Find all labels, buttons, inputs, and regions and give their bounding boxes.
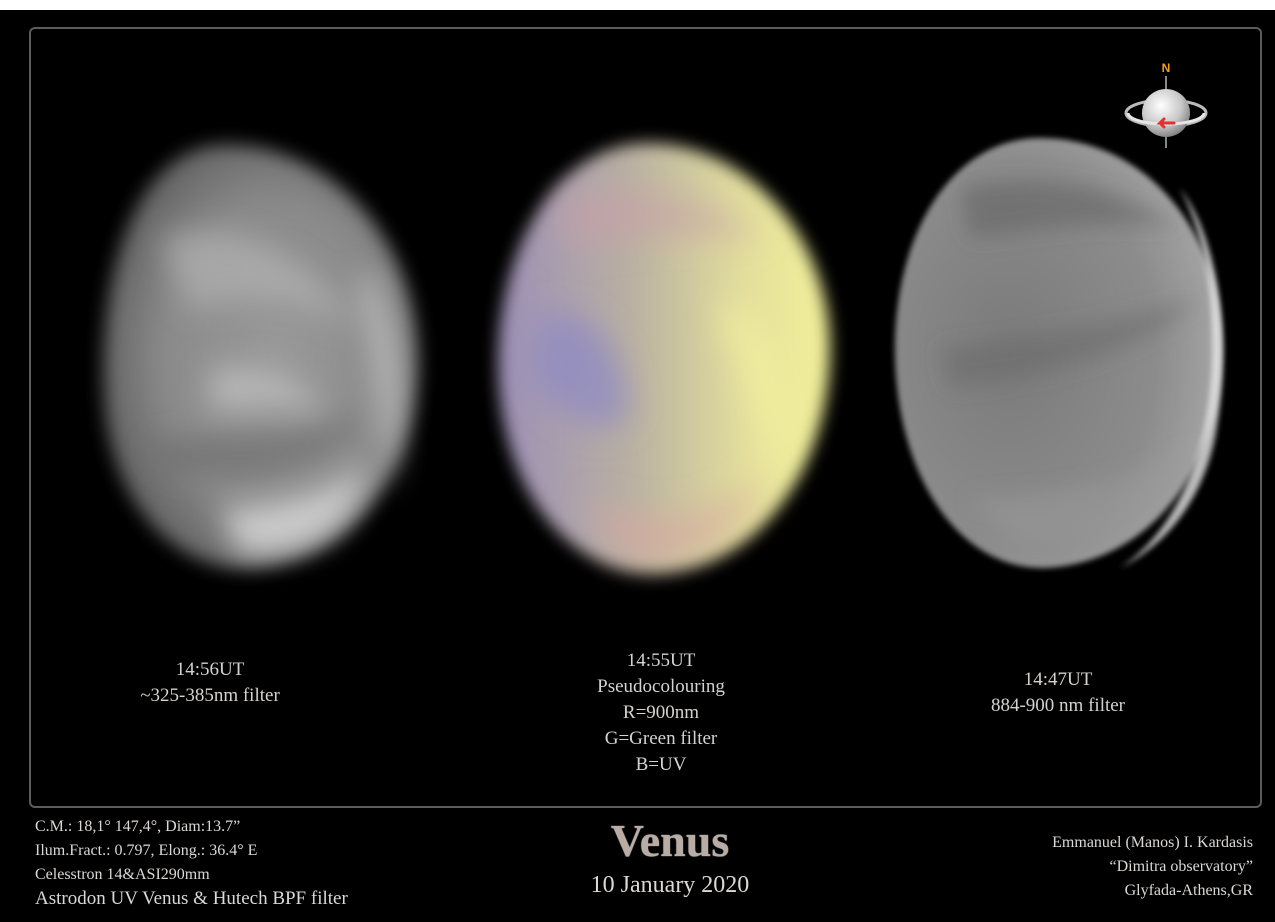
caption-line: Pseudocolouring (597, 676, 725, 697)
caption-pseudocolour: 14:55UT Pseudocolouring R=900nm G=Green … (561, 648, 761, 778)
caption-line: 884-900 nm filter (990, 695, 1126, 716)
caption-time: 14:47UT (1023, 669, 1093, 690)
venus-pseudocolour-image (497, 143, 830, 574)
location: Glyfada-Athens,GR (1124, 882, 1253, 899)
caption-uv: 14:56UT ~325-385nm filter (110, 657, 310, 709)
image-frame (29, 27, 1262, 808)
caption-time: 14:56UT (175, 659, 245, 680)
author-name: Emmanuel (Manos) I. Kardasis (1052, 834, 1253, 851)
venus-ir-image (894, 138, 1223, 569)
observation-date: 10 January 2020 (590, 872, 750, 898)
equipment: Celesstron 14&ASI290mm (35, 866, 210, 883)
top-border (0, 0, 1275, 10)
title-block: Venus 10 January 2020 (530, 813, 810, 901)
caption-line: ~325-385nm filter (140, 685, 280, 706)
caption-ir: 14:47UT 884-900 nm filter (958, 667, 1158, 719)
caption-time: 14:55UT (626, 650, 696, 671)
filters: Astrodon UV Venus & Hutech BPF filter (35, 888, 348, 909)
north-label: N (1162, 61, 1171, 75)
observation-details: C.M.: 18,1° 147,4°, Diam:13.7” Ilum.Frac… (35, 815, 348, 911)
orientation-compass-icon: N (1124, 61, 1208, 148)
caption-line: G=Green filter (604, 728, 718, 749)
observatory-name: “Dimitra observatory” (1109, 858, 1254, 875)
caption-line: B=UV (635, 754, 687, 775)
author-details: Emmanuel (Manos) I. Kardasis “Dimitra ob… (1052, 831, 1253, 903)
page-title: Venus (610, 815, 730, 866)
caption-line: R=900nm (622, 702, 700, 723)
illumination: Ilum.Fract.: 0.797, Elong.: 36.4° E (35, 842, 258, 859)
central-meridian: C.M.: 18,1° 147,4°, Diam:13.7” (35, 818, 241, 835)
venus-uv-image (103, 144, 419, 569)
